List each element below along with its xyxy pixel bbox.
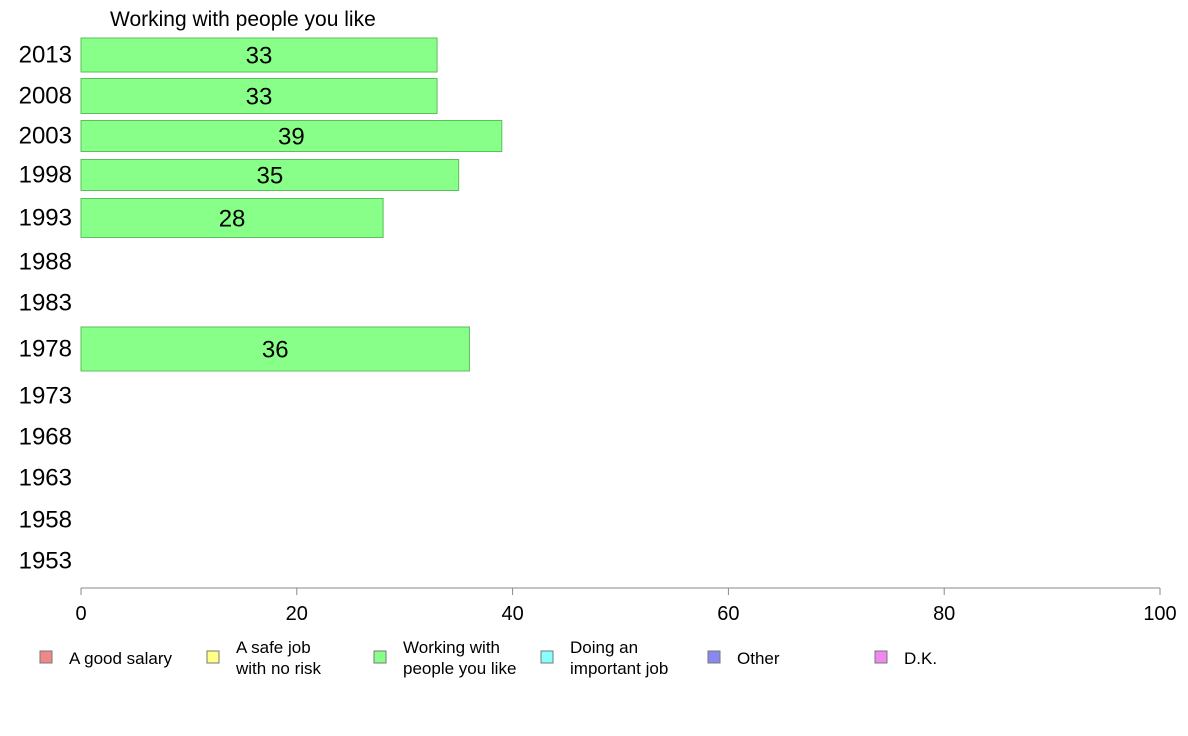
bar-value-label: 39 [278,124,305,151]
bar-value-label: 33 [246,43,273,70]
bar-value-label: 28 [219,206,246,233]
legend-swatch [874,650,888,664]
legend-swatch [540,650,554,664]
y-label: 1953 [19,548,72,575]
y-label: 1978 [19,336,72,363]
legend-label: D.K. [904,649,937,668]
legend-label: A good salary [69,649,173,668]
bar-value-label: 35 [256,163,283,190]
x-tick-label: 40 [501,603,523,625]
x-tick-label: 0 [75,603,86,625]
y-label: 1963 [19,465,72,492]
y-labels-group: 2013 2008 2003 1998 1993 1988 1983 1978 1973 1968… [19,42,72,575]
bar [80,37,438,73]
legend-swatch [206,650,220,664]
bar [80,198,384,238]
y-label: 1973 [19,383,72,410]
bar [80,120,503,152]
x-tick-label: 80 [933,603,955,625]
bar-value-label: 36 [262,337,289,364]
legend-label: Doing an important job [570,638,668,678]
bar [80,326,470,372]
x-tick-label: 100 [1143,603,1176,625]
bar-value-label: 33 [246,84,273,111]
y-label: 1993 [19,205,72,232]
chart-title: Working with people you like [110,8,376,31]
legend-swatch [373,650,387,664]
y-label: 1998 [19,162,72,189]
legend-label: Working with people you like [403,638,516,678]
y-label: 2003 [19,123,72,150]
bar [80,159,460,191]
legend-label: A safe job with no risk [235,638,322,678]
legend: A good salary A safe job with no risk Worki… [39,638,937,678]
x-axis: 0 20 40 60 80 100 [75,587,1177,625]
y-label: 1988 [19,249,72,276]
legend-label: Other [737,649,780,668]
y-label: 2013 [19,42,72,69]
y-label: 1958 [19,507,72,534]
y-label: 2008 [19,83,72,110]
y-label: 1983 [19,290,72,317]
legend-swatch [39,650,53,664]
legend-swatch [707,650,721,664]
bar [80,78,438,114]
x-tick-label: 60 [717,603,739,625]
x-tick-label: 20 [286,603,308,625]
y-label: 1968 [19,424,72,451]
